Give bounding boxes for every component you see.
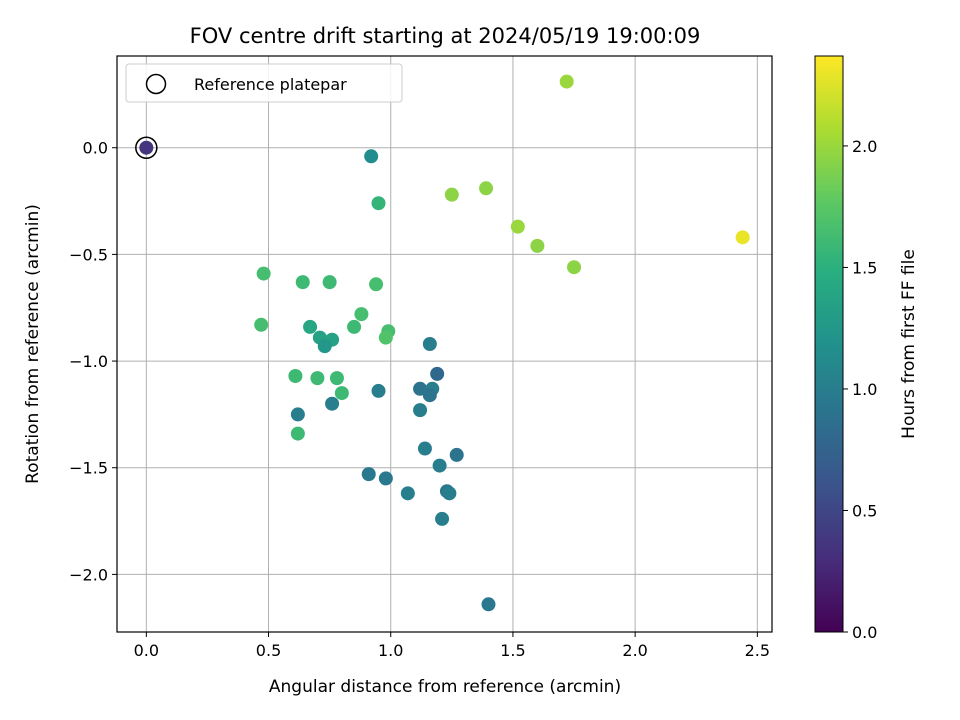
grid-lines [117,56,772,632]
data-point [378,471,393,486]
colorbar-tick-label: 0.5 [852,501,877,520]
y-tick-label: −2.0 [69,565,108,584]
colorbar-frame [814,55,844,633]
data-point [256,266,271,281]
data-point [449,447,464,462]
data-point [422,388,437,403]
data-point [400,486,415,501]
data-point [479,181,494,196]
x-tick-label: 1.0 [378,641,403,660]
x-tick-label: 2.0 [622,641,647,660]
data-point [310,371,325,386]
x-tick-label: 1.5 [500,641,525,660]
data-point [290,426,305,441]
y-axis-ticks: −2.0 −1.5 −1.0 −0.5 0.0 [69,139,117,584]
colorbar-tick-label: 1.0 [852,380,877,399]
y-tick-label: −0.5 [69,245,108,264]
data-point [435,511,450,526]
data-point [322,275,337,290]
colorbar: 0.0 0.5 1.0 1.5 2.0 Hours from first FF file [814,55,919,642]
data-point [481,597,496,612]
data-point [442,486,457,501]
data-point [317,339,332,354]
colorbar-tick-label: 1.5 [852,258,877,277]
data-point [417,441,432,456]
x-axis-label: Angular distance from reference (arcmin) [269,677,621,697]
data-point [254,317,269,332]
y-tick-label: 0.0 [83,139,108,158]
data-point [139,140,154,155]
colorbar-gradient [815,56,843,632]
colorbar-label: Hours from first FF file [899,249,919,439]
data-point [430,366,445,381]
x-axis-ticks: 0.0 0.5 1.0 1.5 2.0 2.5 [134,632,770,660]
data-point [432,458,447,473]
data-point [329,371,344,386]
x-tick-label: 0.0 [134,641,159,660]
y-tick-label: −1.0 [69,352,108,371]
data-point [364,149,379,164]
plot-frame [116,55,773,633]
data-point [371,196,386,211]
data-point [290,407,305,422]
y-axis-label: Rotation from reference (arcmin) [23,204,43,484]
reference-platepar-marker [135,136,158,159]
data-point [288,369,303,383]
data-point [347,319,362,334]
data-point [369,277,384,292]
data-point [361,467,376,482]
x-tick-label: 2.5 [745,641,770,660]
data-points [135,74,750,612]
legend-open-circle-marker [145,73,167,95]
colorbar-tick-label: 0.0 [852,623,877,642]
data-point [530,238,545,253]
colorbar-ticks: 0.0 0.5 1.0 1.5 2.0 [843,137,877,642]
y-tick-label: −1.5 [69,459,108,478]
data-point [325,396,340,411]
data-point [334,386,349,401]
legend-box [125,63,403,103]
data-point [422,337,437,351]
data-point [378,330,393,345]
data-point [354,307,369,322]
data-point [510,219,525,234]
data-point [559,74,574,89]
data-point [303,319,318,334]
data-point [444,187,459,202]
chart-title: FOV centre drift starting at 2024/05/19 … [190,24,701,48]
data-point [413,403,428,418]
legend-label-reference-platepar: Reference platepar [194,75,347,94]
data-point [735,230,750,245]
x-tick-label: 0.5 [256,641,281,660]
legend: Reference platepar [125,63,403,103]
colorbar-tick-label: 2.0 [852,137,877,156]
data-point [567,260,582,275]
data-point [371,383,386,398]
data-point [295,275,310,290]
